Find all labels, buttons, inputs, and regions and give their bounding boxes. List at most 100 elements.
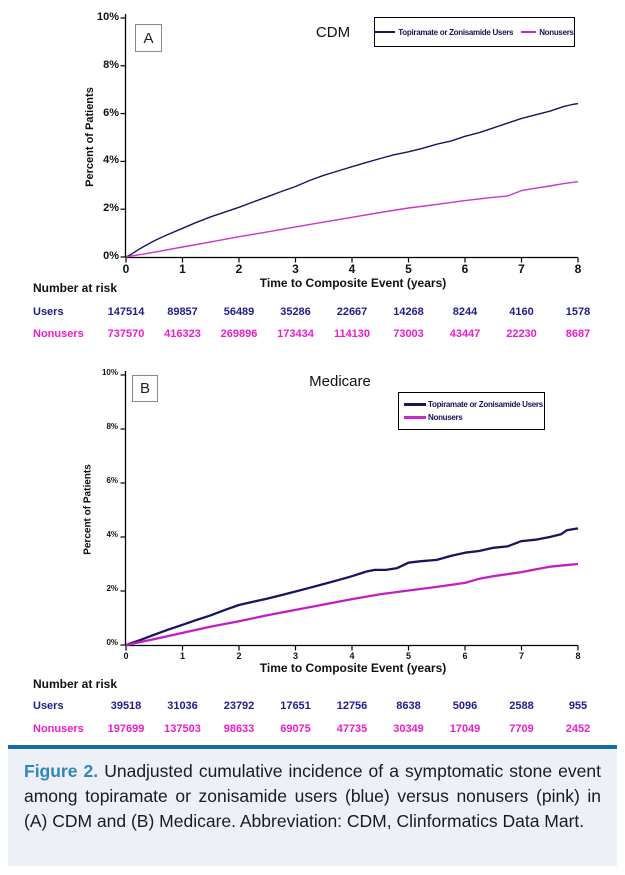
risk-value: 14268 bbox=[393, 306, 424, 318]
x-tick-label: 0 bbox=[122, 262, 130, 276]
risk-value: 8687 bbox=[565, 328, 591, 340]
x-tick-label: 1 bbox=[179, 651, 185, 661]
risk-row-label: Nonusers bbox=[33, 723, 84, 735]
risk-value: 173434 bbox=[277, 328, 314, 340]
nonusers-legend-label: Nonusers bbox=[428, 413, 463, 423]
risk-value: 8244 bbox=[452, 306, 478, 318]
panel-b-letter-box: B bbox=[132, 375, 158, 402]
risk-value: 5096 bbox=[452, 700, 478, 712]
risk-value: 98633 bbox=[223, 723, 255, 735]
panel-b-x-axis-label: Time to Composite Event (years) bbox=[259, 661, 447, 675]
x-tick-label: 8 bbox=[575, 651, 581, 661]
risk-row-label: Nonusers bbox=[33, 328, 84, 340]
panel-b-y-axis-label: Percent of Patients bbox=[82, 464, 94, 555]
users-line-swatch bbox=[375, 31, 396, 33]
users-line-swatch bbox=[404, 402, 426, 406]
caption-label: Figure 2. bbox=[24, 761, 99, 781]
x-tick-label: 6 bbox=[462, 651, 468, 661]
risk-value: 147514 bbox=[107, 306, 145, 318]
risk-value: 31036 bbox=[167, 700, 198, 712]
x-tick-label: 3 bbox=[292, 651, 298, 661]
panel-b-letter: B bbox=[139, 380, 150, 397]
x-tick-label: 7 bbox=[518, 262, 525, 276]
risk-value: 17651 bbox=[280, 700, 311, 712]
risk-value: 47735 bbox=[336, 723, 368, 735]
panel-b-legend: Topiramate or Zonisamide Users Nonusers bbox=[398, 392, 545, 430]
risk-value: 22667 bbox=[336, 306, 368, 318]
panel-a-legend: Topiramate or Zonisamide Users Nonusers bbox=[374, 17, 575, 47]
risk-value: 7709 bbox=[509, 723, 534, 735]
risk-value: 30349 bbox=[393, 723, 424, 735]
risk-value: 69075 bbox=[280, 723, 311, 735]
x-tick-label: 2 bbox=[236, 651, 242, 661]
risk-value: 22230 bbox=[506, 328, 537, 340]
x-tick-label: 5 bbox=[405, 262, 412, 276]
nonusers-legend-label: Nonusers bbox=[539, 27, 574, 37]
panel-a-x-axis-label: Time to Composite Event (years) bbox=[259, 276, 447, 290]
risk-value: 197699 bbox=[107, 723, 145, 735]
y-tick-label: 0% bbox=[103, 250, 119, 262]
y-tick-label: 8% bbox=[103, 58, 119, 71]
nonusers-line-swatch bbox=[404, 416, 426, 420]
risk-value: 114130 bbox=[333, 328, 371, 340]
x-tick-label: 1 bbox=[179, 262, 186, 276]
panel-a-letter-box: A bbox=[135, 24, 162, 52]
y-tick-label: 6% bbox=[106, 476, 118, 485]
risk-value: 737570 bbox=[107, 328, 145, 340]
panel-a-letter: A bbox=[143, 29, 154, 47]
cdm-plot-svg bbox=[120, 14, 579, 263]
risk-value: 73003 bbox=[393, 328, 424, 340]
figure-caption: Figure 2. Unadjusted cumulative incidenc… bbox=[8, 745, 617, 866]
x-tick-label: 3 bbox=[292, 262, 299, 276]
risk-value: 4160 bbox=[509, 306, 534, 318]
risk-value: 39518 bbox=[110, 700, 142, 712]
x-tick-label: 4 bbox=[348, 262, 356, 276]
panel-a-title: CDM bbox=[315, 24, 351, 41]
risk-row-label: Users bbox=[33, 700, 64, 712]
y-tick-label: 8% bbox=[106, 422, 118, 431]
panel-medicare: B Medicare Topiramate or Zonisamide User… bbox=[0, 355, 625, 745]
y-tick-label: 4% bbox=[103, 154, 119, 167]
medicare-plot-svg bbox=[120, 371, 579, 651]
risk-value: 56489 bbox=[223, 306, 255, 318]
risk-value: 416323 bbox=[164, 328, 201, 340]
panel-a-y-axis-label: Percent of Patients bbox=[84, 87, 96, 187]
risk-value: 17049 bbox=[449, 723, 481, 735]
legend-row-nonusers: Nonusers bbox=[404, 413, 539, 422]
users-legend-label: Topiramate or Zonisamide Users bbox=[428, 399, 543, 409]
x-tick-label: 4 bbox=[349, 651, 355, 661]
risk-value: 89857 bbox=[167, 306, 198, 318]
users-legend-label: Topiramate or Zonisamide Users bbox=[398, 27, 514, 37]
x-tick-label: 5 bbox=[405, 651, 411, 661]
y-tick-label: 0% bbox=[106, 638, 118, 647]
risk-value: 1578 bbox=[565, 306, 591, 318]
y-tick-label: 2% bbox=[103, 202, 119, 215]
risk-value: 12756 bbox=[336, 700, 368, 712]
risk-value: 8638 bbox=[396, 700, 421, 712]
y-tick-label: 4% bbox=[106, 530, 118, 539]
panel-b-number-at-risk-heading: Number at risk bbox=[33, 677, 118, 691]
risk-value: 23792 bbox=[223, 700, 255, 712]
caption-body: Unadjusted cumulative incidence of a sym… bbox=[24, 761, 601, 831]
y-tick-label: 10% bbox=[96, 11, 119, 23]
y-tick-label: 6% bbox=[103, 106, 119, 119]
caption-text: Figure 2. Unadjusted cumulative incidenc… bbox=[24, 759, 601, 834]
panel-b-title: Medicare bbox=[309, 373, 371, 390]
risk-value: 955 bbox=[568, 700, 588, 712]
legend-row-users: Topiramate or Zonisamide Users bbox=[404, 400, 543, 409]
panel-a-number-at-risk-heading: Number at risk bbox=[33, 281, 118, 295]
x-tick-label: 2 bbox=[235, 262, 243, 276]
nonusers-line-swatch bbox=[521, 31, 537, 33]
risk-value: 35286 bbox=[280, 306, 311, 318]
risk-value: 269896 bbox=[220, 328, 258, 340]
x-tick-label: 7 bbox=[518, 651, 524, 661]
panel-cdm: A CDM Topiramate or Zonisamide Users Non… bbox=[0, 0, 625, 355]
y-tick-label: 2% bbox=[106, 584, 118, 593]
x-tick-label: 8 bbox=[574, 262, 582, 276]
x-tick-label: 0 bbox=[123, 651, 129, 661]
x-tick-label: 6 bbox=[461, 262, 469, 276]
risk-value: 2588 bbox=[509, 700, 534, 712]
risk-row-label: Users bbox=[33, 306, 64, 318]
risk-value: 2452 bbox=[565, 723, 591, 735]
